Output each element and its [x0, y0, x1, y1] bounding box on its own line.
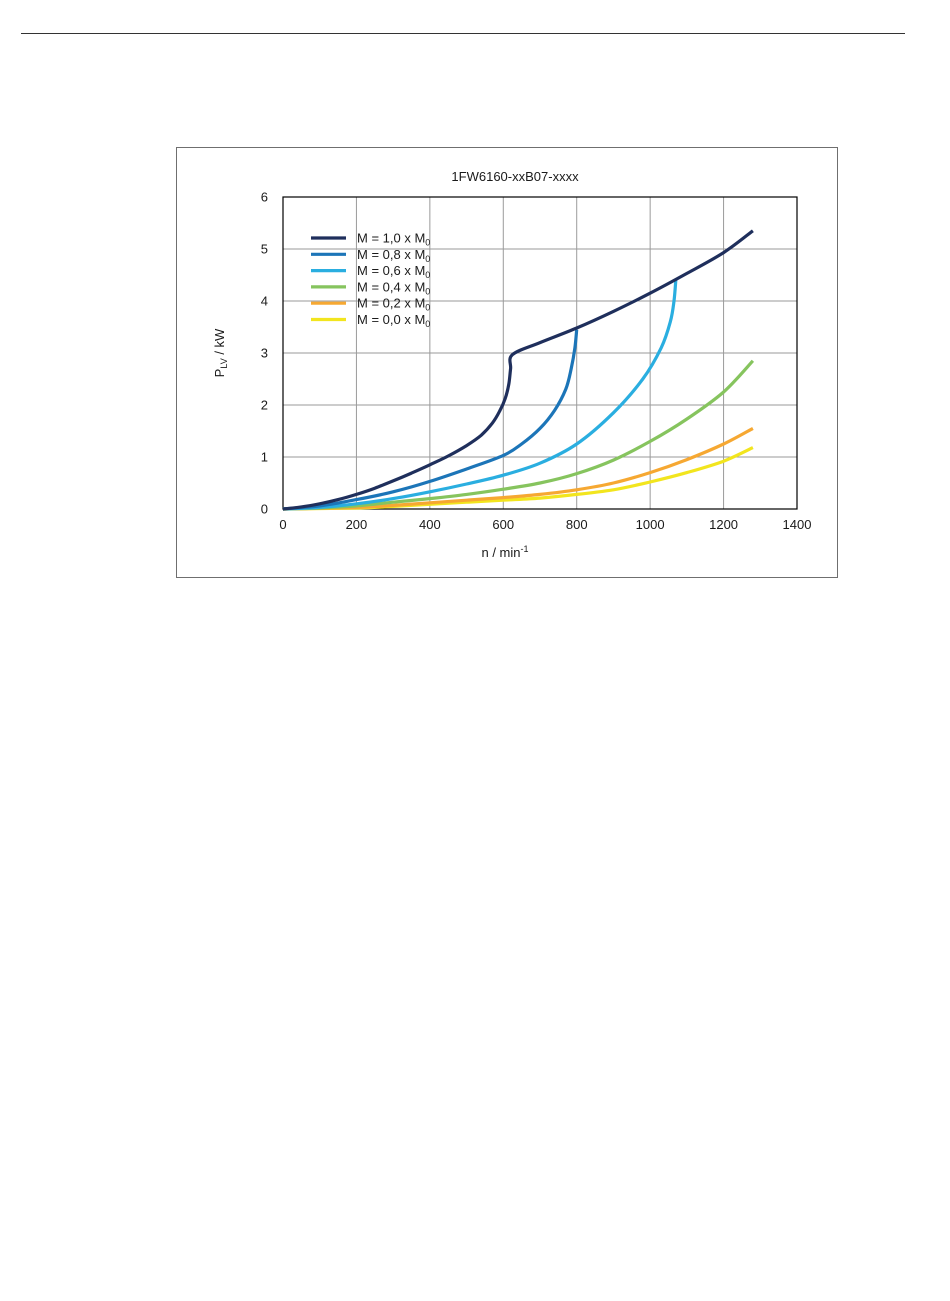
series-line — [282, 229, 754, 511]
chart-frame — [176, 147, 838, 578]
series-line — [282, 426, 754, 511]
series-line — [282, 359, 755, 511]
y-tick-label: 2 — [261, 398, 268, 413]
legend-entry: M = 0,6 x M0 — [357, 263, 430, 280]
y-axis-label-subscript: LV — [219, 358, 229, 368]
header-rule — [21, 33, 905, 34]
y-tick-label: 1 — [261, 450, 268, 465]
x-axis-label: n / min-1 — [481, 544, 528, 560]
y-tick-label: 4 — [261, 294, 268, 309]
series-line — [282, 329, 579, 511]
legend: M = 1,0 x M0M = 0,8 x M0M = 0,6 x M0M = … — [311, 231, 430, 329]
y-tick-label: 0 — [261, 502, 268, 517]
x-axis-label-superscript: -1 — [521, 544, 529, 554]
y-axis: 0 1 2 3 4 5 6 — [261, 190, 268, 517]
x-tick-label: 1200 — [709, 517, 738, 532]
x-axis: 0 200 400 600 800 1000 1200 1400 — [279, 517, 811, 532]
y-tick-label: 3 — [261, 346, 268, 361]
gridlines — [283, 197, 797, 509]
legend-entry: M = 0,4 x M0 — [357, 279, 430, 296]
plot-area-border — [282, 196, 798, 510]
legend-entry: M = 0,0 x M0 — [357, 312, 430, 329]
x-tick-label: 1400 — [783, 517, 812, 532]
x-tick-label: 800 — [566, 517, 588, 532]
y-tick-label: 6 — [261, 190, 268, 205]
x-tick-label: 600 — [492, 517, 514, 532]
legend-entry: M = 0,2 x M0 — [357, 296, 430, 313]
x-tick-label: 200 — [346, 517, 368, 532]
y-axis-label-text: P — [212, 369, 227, 378]
legend-entry: M = 1,0 x M0 — [357, 231, 430, 248]
series-lines — [282, 229, 755, 511]
y-axis-label-unit: / kW — [212, 328, 227, 358]
x-axis-label-text: n / min — [481, 545, 520, 560]
x-tick-label: 0 — [279, 517, 286, 532]
y-tick-label: 5 — [261, 242, 268, 257]
chart-title: 1FW6160-xxB07-xxxx — [451, 169, 579, 184]
y-axis-label: PLV / kW — [212, 328, 229, 377]
legend-entry: M = 0,8 x M0 — [357, 247, 430, 264]
series-line — [282, 280, 678, 511]
x-tick-label: 1000 — [636, 517, 665, 532]
x-tick-label: 400 — [419, 517, 441, 532]
